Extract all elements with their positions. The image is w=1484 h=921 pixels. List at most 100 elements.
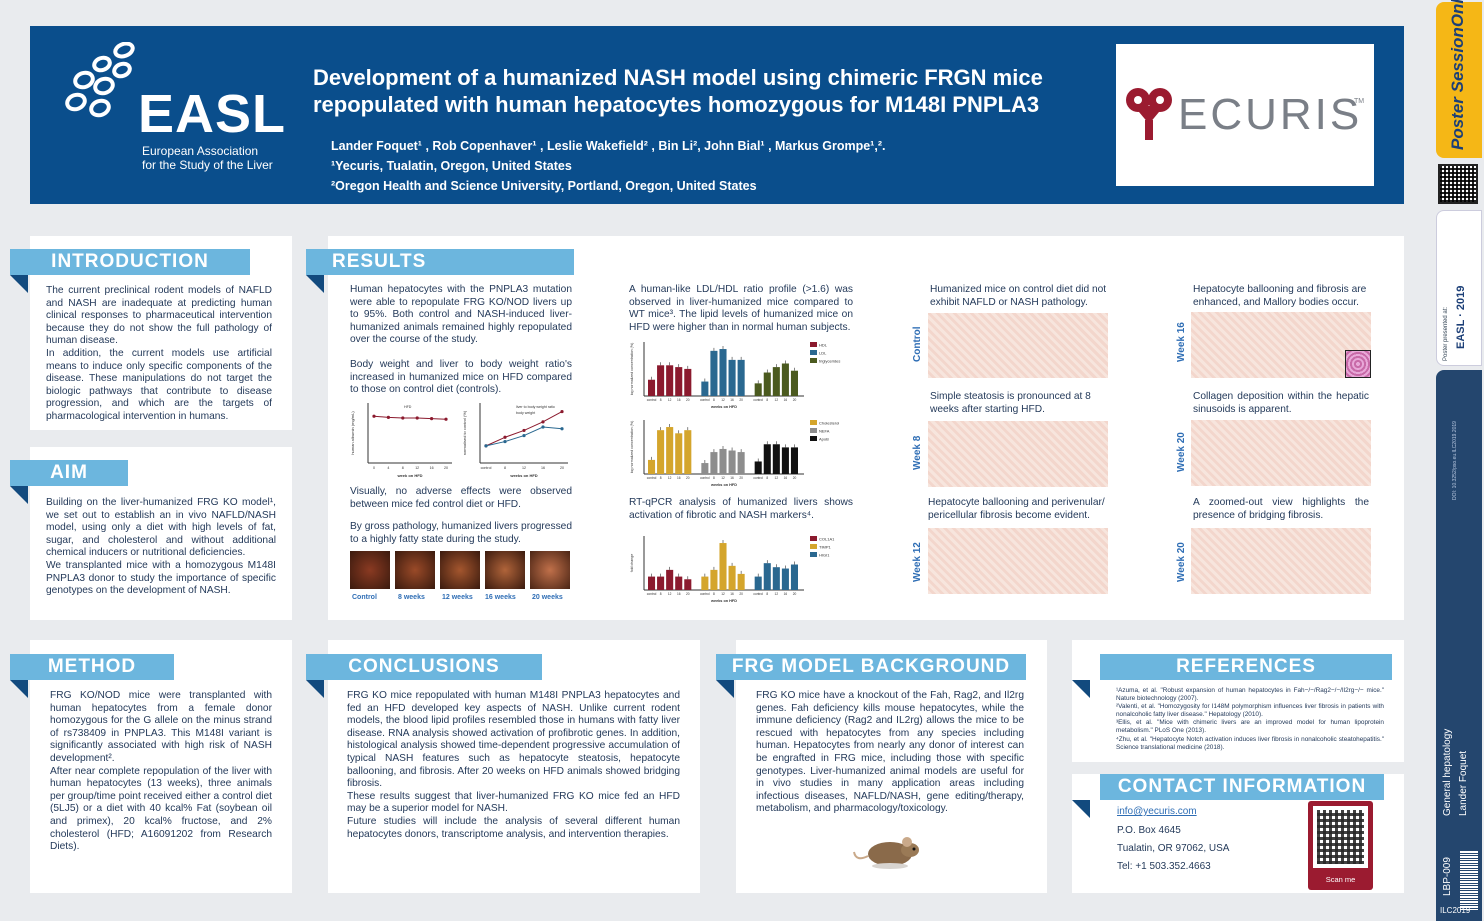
tick-label: 4 xyxy=(387,466,389,470)
bar xyxy=(763,372,771,396)
tick-label: 16 xyxy=(730,476,734,480)
tick-label: 12 xyxy=(775,592,779,596)
bar xyxy=(666,365,674,396)
aim-p2: We transplanted mice with a homozygous M… xyxy=(46,559,276,597)
liver-photo xyxy=(395,551,435,589)
ilc-logo: EASL · 2019 xyxy=(1455,285,1467,349)
histo-caption-6: A zoomed-out view highlights the presenc… xyxy=(1193,497,1369,521)
y-axis-label: human albumin (mg/mL) xyxy=(350,411,355,455)
references-list: ¹Azuma, et al. "Robust expansion of huma… xyxy=(1116,687,1384,752)
bar xyxy=(790,447,798,474)
bar xyxy=(648,576,656,590)
results-heading: RESULTS xyxy=(306,249,574,275)
bar xyxy=(772,444,780,474)
tick-label: 16 xyxy=(677,592,681,596)
reference-item: ¹Azuma, et al. "Robust expansion of huma… xyxy=(1116,687,1384,703)
qr-code[interactable]: Scan me xyxy=(1308,801,1373,890)
lipid-chart-1: log normalized concentration (%) weeks on… xyxy=(630,342,840,409)
method-heading: METHOD xyxy=(10,654,174,680)
results-p2: Body weight and liver to body weight rat… xyxy=(350,359,572,396)
method-p1: FRG KO/NOD mice were transplanted with h… xyxy=(50,690,272,764)
frg-heading: FRG MODEL BACKGROUND xyxy=(716,654,1026,680)
reference-item: ²Valenti, et al. "Homozygosity for I148M… xyxy=(1116,703,1384,719)
bar xyxy=(781,363,789,396)
sidebar-qr[interactable] xyxy=(1438,164,1478,204)
bar xyxy=(719,448,727,474)
sidebar-event: ILC2019 xyxy=(1440,906,1471,915)
row-label: Week 20 xyxy=(1176,542,1187,582)
tick-label: 20 xyxy=(686,398,690,402)
legend-entry: body weight xyxy=(516,411,535,415)
legend-swatch xyxy=(810,544,817,549)
bar xyxy=(763,563,771,590)
histology-image xyxy=(1191,420,1371,486)
bar xyxy=(781,447,789,474)
yecuris-wordmark: ECURIS xyxy=(1178,90,1363,139)
contact-phone: Tel: +1 503.352.4663 xyxy=(1117,861,1211,872)
series-line xyxy=(373,415,447,420)
legend-swatch xyxy=(810,358,817,363)
presented-at-label: Poster presented at: xyxy=(1443,306,1449,361)
bar xyxy=(684,430,692,474)
tick-label: control xyxy=(700,476,710,480)
easl-logo: EASL European Association for the Study … xyxy=(62,41,287,182)
bar xyxy=(737,452,745,474)
x-axis-label: weeks on HFD xyxy=(509,473,537,478)
tick-label: 20 xyxy=(793,398,797,402)
reference-item: ⁴Zhu, et al. "Hepatocyte Notch activatio… xyxy=(1116,735,1384,751)
sidebar-code: LBP-009 xyxy=(1442,857,1453,896)
tick-label: 16 xyxy=(784,592,788,596)
legend-swatch xyxy=(810,428,817,433)
gross-pathology-photos: Control 8 weeks 12 weeks 16 weeks 20 wee… xyxy=(350,551,572,605)
tick-label: control xyxy=(700,592,710,596)
histology-image xyxy=(1191,528,1371,594)
yecuris-logo: ECURIS TM xyxy=(1116,44,1374,186)
bar xyxy=(710,452,718,474)
tick-label: 12 xyxy=(721,398,725,402)
aim-text: Building on the liver-humanized FRG KO m… xyxy=(46,497,276,598)
tick-label: 20 xyxy=(686,476,690,480)
bar xyxy=(657,576,665,590)
bar xyxy=(754,576,762,590)
sidebar-author: Lander Foquet xyxy=(1458,750,1469,816)
tick-label: 16 xyxy=(430,466,434,470)
legend-swatch xyxy=(810,436,817,441)
contact-heading: CONTACT INFORMATION xyxy=(1100,774,1384,800)
bar xyxy=(648,379,656,396)
row-label: Week 16 xyxy=(1176,322,1187,362)
tick-label: control xyxy=(753,476,763,480)
legend-entry: ApoB xyxy=(819,437,829,442)
tick-label: 8 xyxy=(504,466,506,470)
contact-email[interactable]: info@yecuris.com xyxy=(1117,806,1197,817)
bar xyxy=(719,349,727,396)
tick-label: 20 xyxy=(739,592,743,596)
tick-label: 20 xyxy=(444,466,448,470)
conclusions-p3: Future studies will include the analysis… xyxy=(347,815,680,840)
sidebar-topic: General hepatology xyxy=(1442,728,1453,816)
legend-entry: HIGI1 xyxy=(819,553,830,558)
bar xyxy=(675,576,683,590)
corner-triangle xyxy=(1072,800,1090,818)
tick-label: 20 xyxy=(739,398,743,402)
poster-title: Development of a humanized NASH model us… xyxy=(313,65,1043,117)
bar xyxy=(701,576,709,590)
bar xyxy=(772,367,780,396)
results-p5: A human-like LDL/HDL ratio profile (>1.6… xyxy=(629,284,853,333)
legend-entry: NEFA xyxy=(819,429,830,434)
pso-brand-tab: Poster SessionOnline xyxy=(1436,0,1482,158)
barcode xyxy=(1460,850,1478,910)
photo-label: 12 weeks xyxy=(442,594,473,601)
bar xyxy=(701,381,709,396)
sidebar-info-tab: DOI: 10.3252/pso.eu.ILC2019.2019 General… xyxy=(1436,370,1482,921)
tick-label: 8 xyxy=(713,398,715,402)
tick-label: 16 xyxy=(784,476,788,480)
tick-label: 8 xyxy=(713,476,715,480)
tick-label: 8 xyxy=(713,592,715,596)
legend-entry: TIMP1 xyxy=(819,545,832,550)
tick-label: 8 xyxy=(660,476,662,480)
pso-brand: Poster SessionOnline xyxy=(1448,0,1467,150)
bar xyxy=(754,461,762,474)
results-p1: Human hepatocytes with the PNPLA3 mutati… xyxy=(350,284,572,346)
x-axis-label: weeks on HFD xyxy=(710,405,737,409)
tick-label: 12 xyxy=(721,592,725,596)
